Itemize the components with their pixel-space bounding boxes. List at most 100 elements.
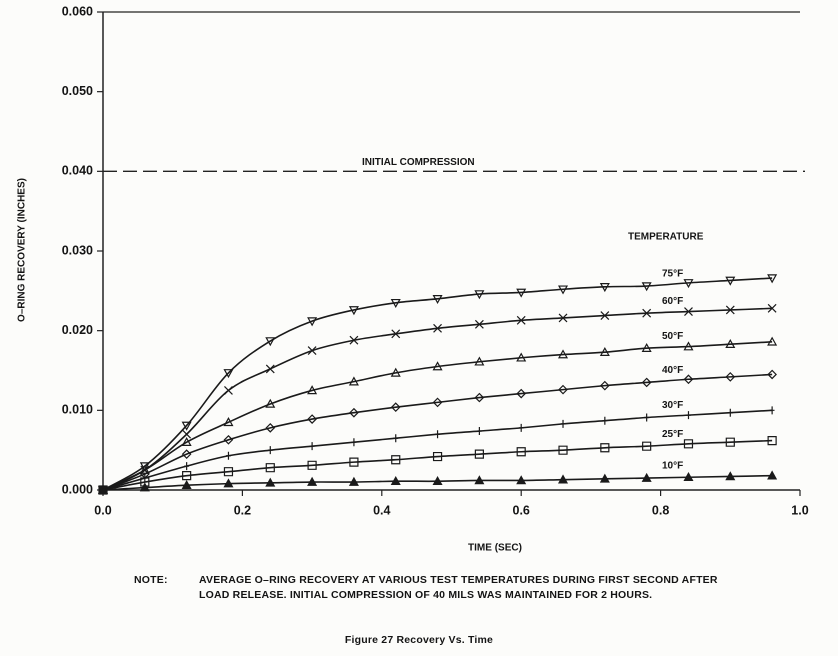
x-tick-label: 0.0 [94,503,111,517]
reference-label: INITIAL COMPRESSION [362,157,475,168]
data-point [432,295,443,305]
legend-title: TEMPERATURE [628,232,704,243]
y-tick-label: 0.030 [62,243,93,257]
data-point [558,349,569,359]
data-point [432,361,443,371]
data-point [224,385,233,395]
data-point [181,421,192,431]
data-point [683,472,694,482]
data-point [474,319,484,329]
data-point [767,274,778,284]
data-point [767,369,777,380]
data-point [265,364,275,374]
series-line [102,341,773,491]
data-point [265,337,276,347]
data-point [432,451,443,462]
note-line: AVERAGE O–RING RECOVERY AT VARIOUS TEST … [199,574,718,586]
data-point [307,414,317,424]
data-point [349,335,359,345]
y-tick-label: 0.050 [62,84,93,98]
data-point [641,377,652,388]
series-line [102,373,773,491]
data-point [642,441,652,451]
data-point [725,372,736,382]
data-point [226,451,231,460]
x-axis-label: TIME (SEC) [468,543,522,554]
data-point [223,434,234,445]
data-point [348,476,359,486]
data-point [516,447,526,457]
data-point [435,430,440,439]
data-point [139,482,150,492]
data-point [727,408,733,417]
data-point [725,437,735,447]
data-point [181,436,192,446]
series-label: 25°F [662,429,683,440]
data-point [600,311,610,320]
data-point [686,411,691,420]
data-point [307,460,317,470]
x-tick-label: 0.2 [234,503,251,517]
data-point [558,445,568,455]
data-point [644,413,650,422]
data-point [474,449,484,459]
data-point [181,479,192,490]
data-point [641,342,652,352]
data-point [683,279,694,289]
y-tick-label: 0.060 [62,4,93,18]
data-point [391,455,401,465]
series-label: 40°F [662,365,683,376]
data-point [516,315,526,325]
data-point [684,307,693,316]
data-point [184,462,190,471]
data-point [390,402,401,412]
data-point [641,282,652,292]
data-point [474,290,485,300]
data-point [602,416,608,425]
data-point [351,438,357,447]
data-point [558,384,568,395]
data-point [767,436,777,446]
data-point [725,276,736,286]
series-label: 10°F [662,461,683,472]
y-tick-label: 0.010 [62,403,93,417]
data-point [182,471,192,481]
series-line [102,277,773,491]
data-point [518,423,524,432]
note-line: LOAD RELEASE. INITIAL COMPRESSION OF 40 … [199,589,653,601]
data-point [599,380,610,391]
x-tick-label: 1.0 [791,503,808,517]
data-point [767,336,778,346]
data-point [349,407,359,418]
data-point [558,313,568,323]
data-point [599,346,610,356]
data-point [433,323,442,333]
data-point [348,376,359,386]
data-point [558,474,569,484]
data-point [600,443,610,453]
figure-caption: Figure 27 Recovery Vs. Time [344,634,494,646]
data-point [767,470,778,480]
data-point [265,477,276,487]
data-point [516,475,527,485]
data-point [558,285,569,295]
data-point [98,485,108,495]
data-point [307,346,317,356]
data-point [725,338,736,349]
data-point [349,457,359,467]
data-point [140,477,150,487]
series-label: 50°F [662,331,683,342]
data-point [516,352,527,362]
data-point [390,298,401,309]
data-point [432,476,443,486]
y-tick-label: 0.000 [62,482,93,496]
data-point [599,473,610,483]
data-point [265,398,276,408]
x-tick-label: 0.8 [652,503,669,517]
data-point [769,406,775,415]
data-point [393,434,399,443]
data-point [391,329,401,339]
data-point [683,341,694,351]
